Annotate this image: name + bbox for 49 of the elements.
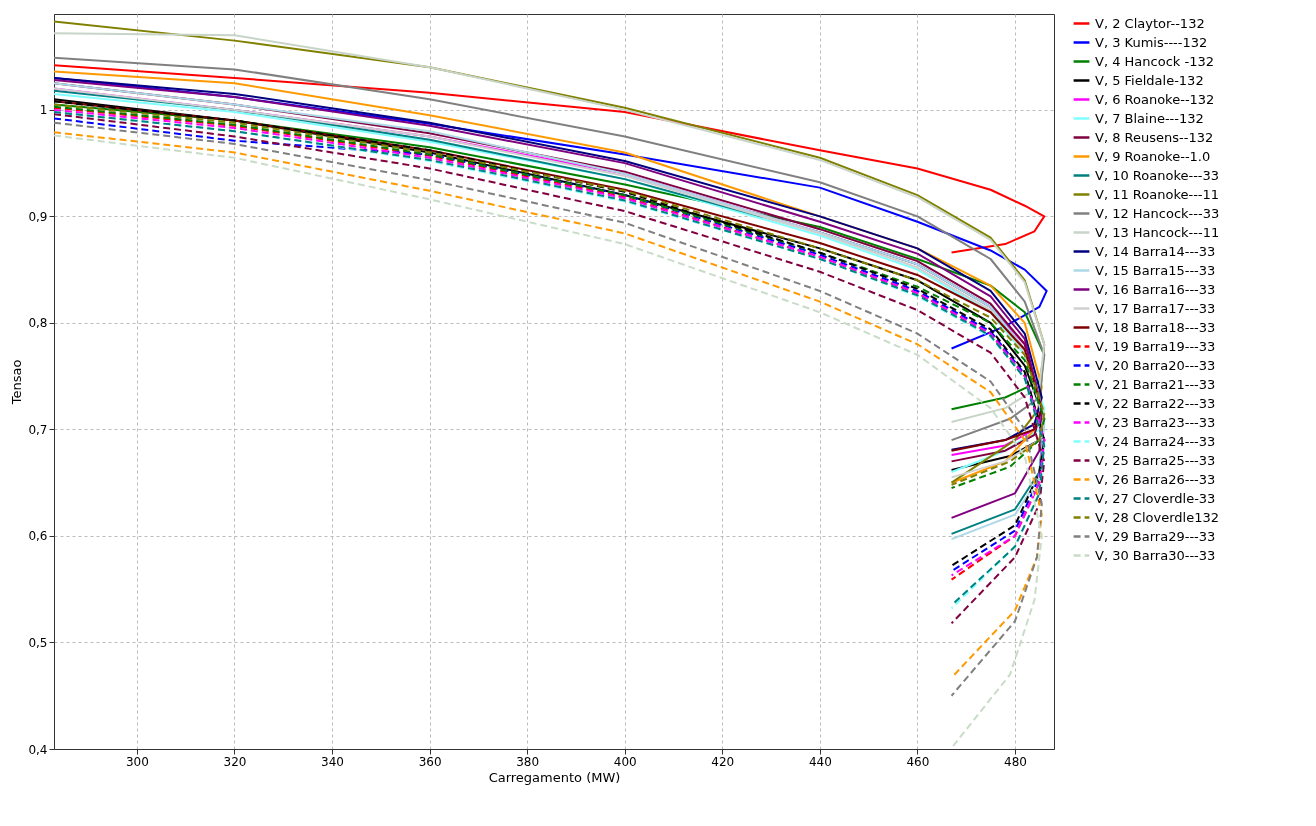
- legend-label: V, 11 Roanoke---11: [1095, 186, 1220, 202]
- legend-label: V, 2 Claytor--132: [1095, 15, 1205, 31]
- y-tick-label: 0,6: [28, 529, 48, 544]
- legend-label: V, 25 Barra25---33: [1095, 452, 1216, 468]
- x-tick-label: 360: [418, 754, 442, 769]
- legend-label: V, 24 Barra24---33: [1095, 433, 1216, 449]
- legend-label: V, 7 Blaine---132: [1095, 110, 1204, 126]
- x-tick-label: 320: [223, 754, 247, 769]
- legend-label: V, 29 Barra29---33: [1095, 528, 1216, 544]
- legend-label: V, 6 Roanoke--132: [1095, 91, 1215, 107]
- x-tick-label: 420: [711, 754, 735, 769]
- x-tick-label: 480: [1004, 754, 1027, 769]
- legend-label: V, 26 Barra26---33: [1095, 471, 1216, 487]
- x-tick-label: 380: [516, 754, 540, 769]
- x-tick-label: 300: [125, 754, 149, 769]
- legend-label: V, 30 Barra30---33: [1095, 547, 1216, 563]
- x-tick-label: 400: [613, 754, 637, 769]
- x-tick-label: 440: [808, 754, 832, 769]
- legend-label: V, 5 Fieldale-132: [1095, 72, 1204, 88]
- y-tick-label: 0,9: [28, 209, 48, 224]
- legend-label: V, 3 Kumis----132: [1095, 34, 1208, 50]
- legend-label: V, 22 Barra22---33: [1095, 395, 1216, 411]
- line-series: [54, 64, 1046, 254]
- legend-label: V, 9 Roanoke--1.0: [1095, 148, 1211, 164]
- legend-label: V, 15 Barra15---33: [1095, 262, 1216, 278]
- legend-label: V, 28 Cloverdle132: [1095, 509, 1219, 525]
- y-tick-label: 0,5: [28, 635, 48, 650]
- y-tick-label: 1: [39, 103, 48, 118]
- y-tick-label: 0,8: [28, 316, 48, 331]
- legend-label: V, 10 Roanoke---33: [1095, 167, 1220, 183]
- legend-label: V, 12 Hancock---33: [1095, 205, 1220, 221]
- y-tick-label: 0,7: [28, 422, 48, 437]
- legend-label: V, 21 Barra21---33: [1095, 376, 1216, 392]
- legend-label: V, 17 Barra17---33: [1095, 300, 1216, 316]
- legend-label: V, 23 Barra23---33: [1095, 414, 1216, 430]
- legend-label: V, 20 Barra20---33: [1095, 357, 1216, 373]
- x-axis-title: Carregamento (MW): [488, 769, 621, 785]
- legend-label: V, 8 Reusens--132: [1095, 129, 1214, 145]
- legend-label: V, 14 Barra14---33: [1095, 243, 1216, 259]
- legend-label: V, 19 Barra19---33: [1095, 338, 1216, 354]
- y-axis-title: Tensao: [9, 359, 25, 406]
- legend-label: V, 18 Barra18---33: [1095, 319, 1216, 335]
- legend-label: V, 13 Hancock---11: [1095, 224, 1220, 240]
- y-tick-label: 0,4: [28, 742, 48, 757]
- legend-label: V, 27 Cloverdle-33: [1095, 490, 1216, 506]
- legend-label: V, 4 Hancock -132: [1095, 53, 1214, 69]
- legend-label: V, 16 Barra16---33: [1095, 281, 1216, 297]
- x-tick-label: 460: [906, 754, 930, 769]
- x-tick-label: 340: [321, 754, 344, 769]
